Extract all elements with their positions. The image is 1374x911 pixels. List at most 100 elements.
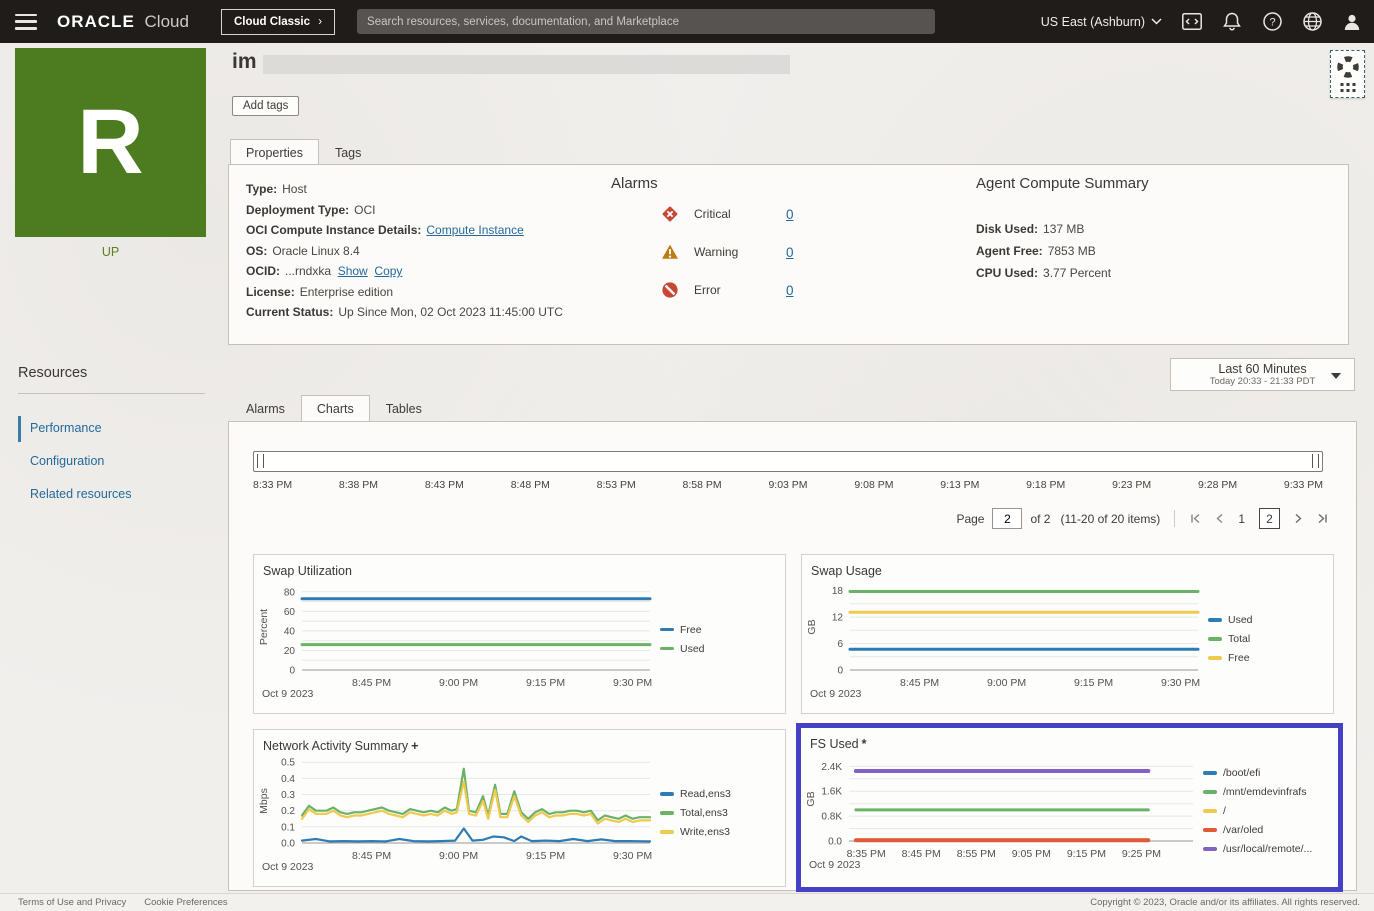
svg-text:9:25 PM: 9:25 PM bbox=[1122, 848, 1161, 860]
legend-item: Free bbox=[1208, 652, 1321, 664]
svg-text:0: 0 bbox=[837, 666, 843, 677]
legend-item: Total bbox=[1208, 633, 1321, 645]
svg-text:0.2: 0.2 bbox=[281, 806, 295, 817]
field-type: Type: Host bbox=[246, 182, 307, 196]
next-page-button[interactable] bbox=[1294, 513, 1303, 524]
svg-text:8:45 PM: 8:45 PM bbox=[900, 677, 939, 689]
prev-page-button[interactable] bbox=[1215, 513, 1224, 524]
field-oci-details: OCI Compute Instance Details: Compute Ins… bbox=[246, 223, 524, 237]
sidebar-item-configuration[interactable]: Configuration bbox=[30, 454, 105, 468]
svg-text:8:55 PM: 8:55 PM bbox=[957, 848, 996, 860]
legend-item: Read,ens3 bbox=[660, 788, 773, 800]
add-tags-button[interactable]: Add tags bbox=[232, 96, 300, 116]
sidebar-item-performance[interactable]: Performance bbox=[18, 416, 102, 442]
host-properties: Type: Host Deployment Type: OCI OCI Comput… bbox=[246, 179, 563, 323]
first-page-button[interactable] bbox=[1189, 513, 1201, 524]
charts-panel: 8:33 PM 8:38 PM 8:43 PM 8:48 PM 8:53 PM 8:58 … bbox=[228, 421, 1357, 892]
slider-right-handle[interactable] bbox=[1312, 454, 1319, 468]
copyright: Copyright © 2023, Oracle and/or its affi… bbox=[1090, 897, 1360, 908]
chart-card-swap-usage: Swap Usage 0 6 12 18 8:45 PM 9:00 PM 9:15 PM 9:… bbox=[801, 554, 1334, 714]
topbar-right: US East (Ashburn) ? bbox=[1041, 0, 1362, 43]
search-input[interactable] bbox=[357, 15, 936, 28]
items-range-label: (11-20 of 20 items) bbox=[1060, 511, 1161, 526]
swap-utilization-chart: 0 20 40 60 80 8:45 PM 9:00 PM 9:15 PM 9:30 PM Oct… bbox=[258, 587, 652, 700]
svg-text:9:30 PM: 9:30 PM bbox=[613, 850, 652, 862]
critical-icon bbox=[662, 206, 678, 222]
sidebar-item-related-resources[interactable]: Related resources bbox=[30, 487, 132, 501]
user-icon[interactable] bbox=[1342, 12, 1362, 32]
menu-icon[interactable] bbox=[15, 13, 37, 30]
divider bbox=[1174, 510, 1176, 527]
legend-label: Write,ens3 bbox=[680, 826, 730, 838]
svg-text:8:45 PM: 8:45 PM bbox=[352, 850, 391, 862]
chart-legend: Free Used bbox=[658, 624, 773, 655]
notifications-icon[interactable] bbox=[1222, 12, 1242, 32]
tab-alarms[interactable]: Alarms bbox=[246, 402, 285, 416]
svg-text:8:45 PM: 8:45 PM bbox=[352, 677, 391, 689]
ocid-show-link[interactable]: Show bbox=[337, 264, 368, 278]
svg-text:9:15 PM: 9:15 PM bbox=[1067, 848, 1106, 860]
field-license: License: Enterprise edition bbox=[246, 284, 394, 299]
page-title: im bbox=[232, 50, 257, 73]
svg-text:8:45 PM: 8:45 PM bbox=[902, 848, 941, 860]
tab-tags[interactable]: Tags bbox=[334, 146, 362, 160]
status-badge: UP bbox=[101, 245, 120, 259]
last-page-button[interactable] bbox=[1317, 513, 1329, 524]
page-of-label: of 2 bbox=[1030, 511, 1051, 526]
field-disk-used: Disk Used: 137 MB bbox=[976, 222, 1085, 236]
svg-text:9:30 PM: 9:30 PM bbox=[1161, 677, 1200, 689]
global-search bbox=[357, 9, 936, 34]
cloud-classic-button[interactable]: Cloud Classic › bbox=[220, 8, 336, 35]
fs-used-chart: 0.0 0.8K 1.6K 2.4K 8:35 PM 8:45 PM 8:55 PM 9:05… bbox=[805, 762, 1193, 871]
svg-text:8:35 PM: 8:35 PM bbox=[847, 848, 886, 860]
svg-text:0.0: 0.0 bbox=[828, 837, 842, 848]
page-1-link[interactable]: 1 bbox=[1238, 511, 1245, 526]
legend-swatch bbox=[1203, 828, 1217, 832]
help-icon[interactable]: ? bbox=[1262, 12, 1282, 32]
legend-swatch bbox=[1203, 809, 1217, 813]
page-label: Page bbox=[956, 511, 985, 526]
legend-label: Total bbox=[1228, 633, 1251, 645]
chart-title: Swap Utilization bbox=[263, 564, 352, 578]
support-widget[interactable] bbox=[1330, 50, 1365, 98]
time-range-selector[interactable]: Last 60 Minutes Today 20:33 - 21:33 PDT bbox=[1170, 358, 1355, 391]
region-selector[interactable]: US East (Ashburn) bbox=[1041, 15, 1162, 29]
page-2-current[interactable]: 2 bbox=[1259, 508, 1280, 529]
page-input[interactable] bbox=[992, 508, 1023, 529]
critical-count-link[interactable]: 0 bbox=[786, 206, 794, 222]
svg-text:Percent: Percent bbox=[258, 609, 270, 645]
tab-charts[interactable]: Charts bbox=[300, 395, 370, 424]
time-range-slider[interactable] bbox=[253, 451, 1323, 472]
svg-text:9:00 PM: 9:00 PM bbox=[439, 677, 478, 689]
tab-properties[interactable]: Properties bbox=[230, 139, 319, 168]
svg-text:9:30 PM: 9:30 PM bbox=[613, 677, 652, 689]
legend-item: Used bbox=[660, 643, 773, 655]
field-os: OS: Oracle Linux 8.4 bbox=[246, 243, 360, 258]
compute-instance-link[interactable]: Compute Instance bbox=[426, 223, 524, 237]
legend-swatch bbox=[1203, 771, 1217, 775]
svg-text:2.4K: 2.4K bbox=[821, 762, 842, 773]
error-count-link[interactable]: 0 bbox=[786, 282, 794, 298]
chart-card-swap-utilization: Swap Utilization 0 20 40 60 80 8:45 PM 9:00 PM… bbox=[253, 554, 786, 714]
terms-link[interactable]: Terms of Use and Privacy bbox=[18, 897, 127, 908]
svg-text:9:05 PM: 9:05 PM bbox=[1012, 848, 1051, 860]
slider-left-handle[interactable] bbox=[257, 454, 264, 468]
swap-usage-chart: 0 6 12 18 8:45 PM 9:00 PM 9:15 PM 9:30 PM Oct 9 … bbox=[806, 586, 1200, 700]
alarm-row-critical: Critical 0 bbox=[611, 198, 871, 230]
legend-item: Write,ens3 bbox=[660, 826, 773, 838]
error-icon bbox=[662, 282, 678, 298]
legend-item: /boot/efi bbox=[1203, 767, 1316, 779]
ocid-copy-link[interactable]: Copy bbox=[374, 264, 403, 278]
field-ocid: OCID: ...rndxka Show Copy bbox=[246, 264, 403, 278]
tab-tables[interactable]: Tables bbox=[385, 402, 422, 416]
cookie-preferences-link[interactable]: Cookie Preferences bbox=[144, 897, 228, 908]
oracle-cloud-logo[interactable]: ORACLE Cloud bbox=[57, 12, 189, 32]
support-widget-icon bbox=[1336, 56, 1359, 92]
svg-text:9:00 PM: 9:00 PM bbox=[987, 677, 1026, 689]
availability-letter: R bbox=[77, 91, 144, 193]
console-icon[interactable] bbox=[1182, 12, 1202, 32]
warning-count-link[interactable]: 0 bbox=[786, 244, 794, 260]
language-icon[interactable] bbox=[1302, 12, 1322, 32]
pagination: Page of 2 (11-20 of 20 items) 1 2 bbox=[956, 508, 1329, 529]
